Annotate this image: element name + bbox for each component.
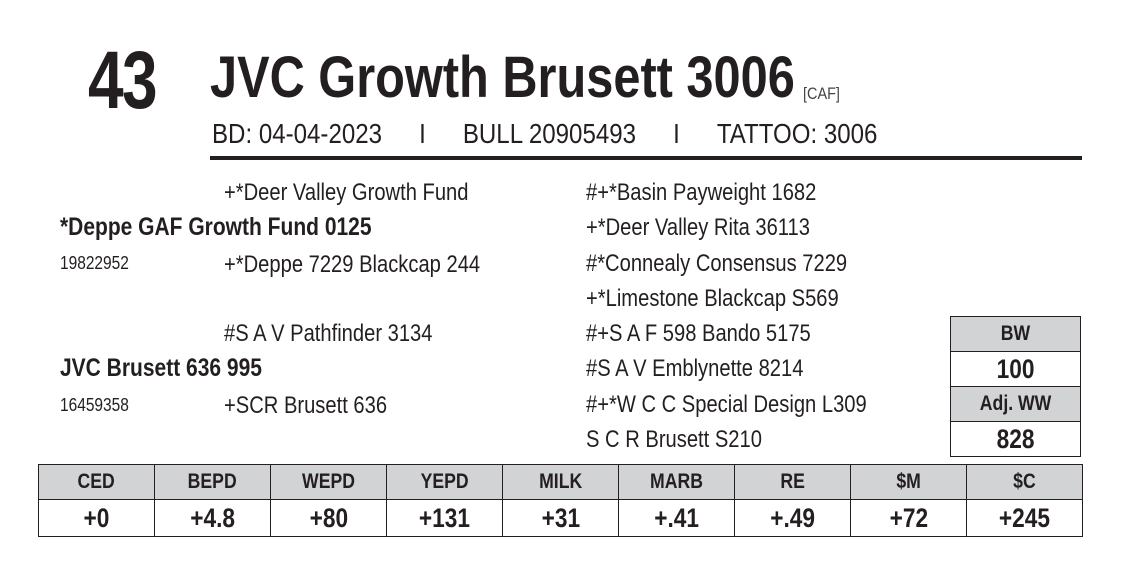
ww-value-cell: 828 <box>950 421 1081 457</box>
sire-sire-sire: #+*Basin Payweight 1682 <box>586 179 817 206</box>
dam-name: JVC Brusett 636 995 <box>60 354 262 382</box>
epd-header-marb: MARB <box>618 464 735 500</box>
epd-header-dollar-c: $C <box>966 464 1083 500</box>
epd-header-re: RE <box>734 464 851 500</box>
separator: I <box>419 118 426 149</box>
dam-sire-sire: #+S A F 598 Bando 5175 <box>586 320 811 347</box>
dam-dam-sire: #+*W C C Special Design L309 <box>586 391 867 418</box>
dam-reg-number: 16459358 <box>60 395 129 415</box>
lot-number: 43 <box>88 35 158 126</box>
tattoo: TATTOO: 3006 <box>716 118 878 149</box>
epd-header-wepd: WEPD <box>270 464 387 500</box>
sire-dam: +*Deppe 7229 Blackcap 244 <box>224 251 481 278</box>
ww-header: Adj. WW <box>950 386 1081 422</box>
epd-header-yepd: YEPD <box>386 464 503 500</box>
sire-reg-number: 19822952 <box>60 253 129 273</box>
ww-value: 828 <box>996 424 1035 454</box>
sire-name: *Deppe GAF Growth Fund 0125 <box>60 213 372 241</box>
dam-sire: #S A V Pathfinder 3134 <box>224 320 433 347</box>
dam-dam-dam: S C R Brusett S210 <box>586 426 762 453</box>
sire-dam-dam: +*Limestone Blackcap S569 <box>586 285 839 312</box>
epd-value-ced: +0 <box>38 499 155 537</box>
dam-sire-dam: #S A V Emblynette 8214 <box>586 355 804 382</box>
bw-value: 100 <box>996 354 1035 384</box>
sire-dam-sire: #*Connealy Consensus 7229 <box>586 250 848 277</box>
sire-sire: +*Deer Valley Growth Fund <box>224 179 469 206</box>
epd-value-bepd: +4.8 <box>154 499 271 537</box>
epd-header-bepd: BEPD <box>154 464 271 500</box>
bw-value-cell: 100 <box>950 351 1081 387</box>
epd-value-marb: +.41 <box>618 499 735 537</box>
info-line: BD: 04-04-2023 I BULL 20905493 I TATTOO: 300… <box>212 118 877 150</box>
birth-date: BD: 04-04-2023 <box>212 118 383 149</box>
breed-tag: [CAF] <box>803 84 840 103</box>
bw-label: BW <box>1000 322 1031 345</box>
epd-value-re: +.49 <box>734 499 851 537</box>
epd-table: CED BEPD WEPD YEPD MILK MARB RE $M $C +0… <box>38 464 1083 537</box>
animal-name: JVC Growth Brusett 3006 <box>210 45 795 110</box>
epd-header-ced: CED <box>38 464 155 500</box>
ww-label: Adj. WW <box>979 392 1052 415</box>
header-rule <box>210 156 1082 160</box>
sire-sire-dam: +*Deer Valley Rita 36113 <box>586 214 810 241</box>
epd-value-milk: +31 <box>502 499 619 537</box>
separator: I <box>673 118 680 149</box>
epd-value-wepd: +80 <box>270 499 387 537</box>
epd-value-dollar-m: +72 <box>850 499 967 537</box>
epd-header-milk: MILK <box>502 464 619 500</box>
dam-dam: +SCR Brusett 636 <box>224 392 388 419</box>
bw-header: BW <box>950 316 1081 352</box>
epd-value-dollar-c: +245 <box>966 499 1083 537</box>
epd-header-dollar-m: $M <box>850 464 967 500</box>
epd-value-yepd: +131 <box>386 499 503 537</box>
epd-value-row: +0 +4.8 +80 +131 +31 +.41 +.49 +72 +245 <box>38 499 1083 537</box>
registration-number: BULL 20905493 <box>462 118 637 149</box>
epd-header-row: CED BEPD WEPD YEPD MILK MARB RE $M $C <box>38 464 1083 500</box>
